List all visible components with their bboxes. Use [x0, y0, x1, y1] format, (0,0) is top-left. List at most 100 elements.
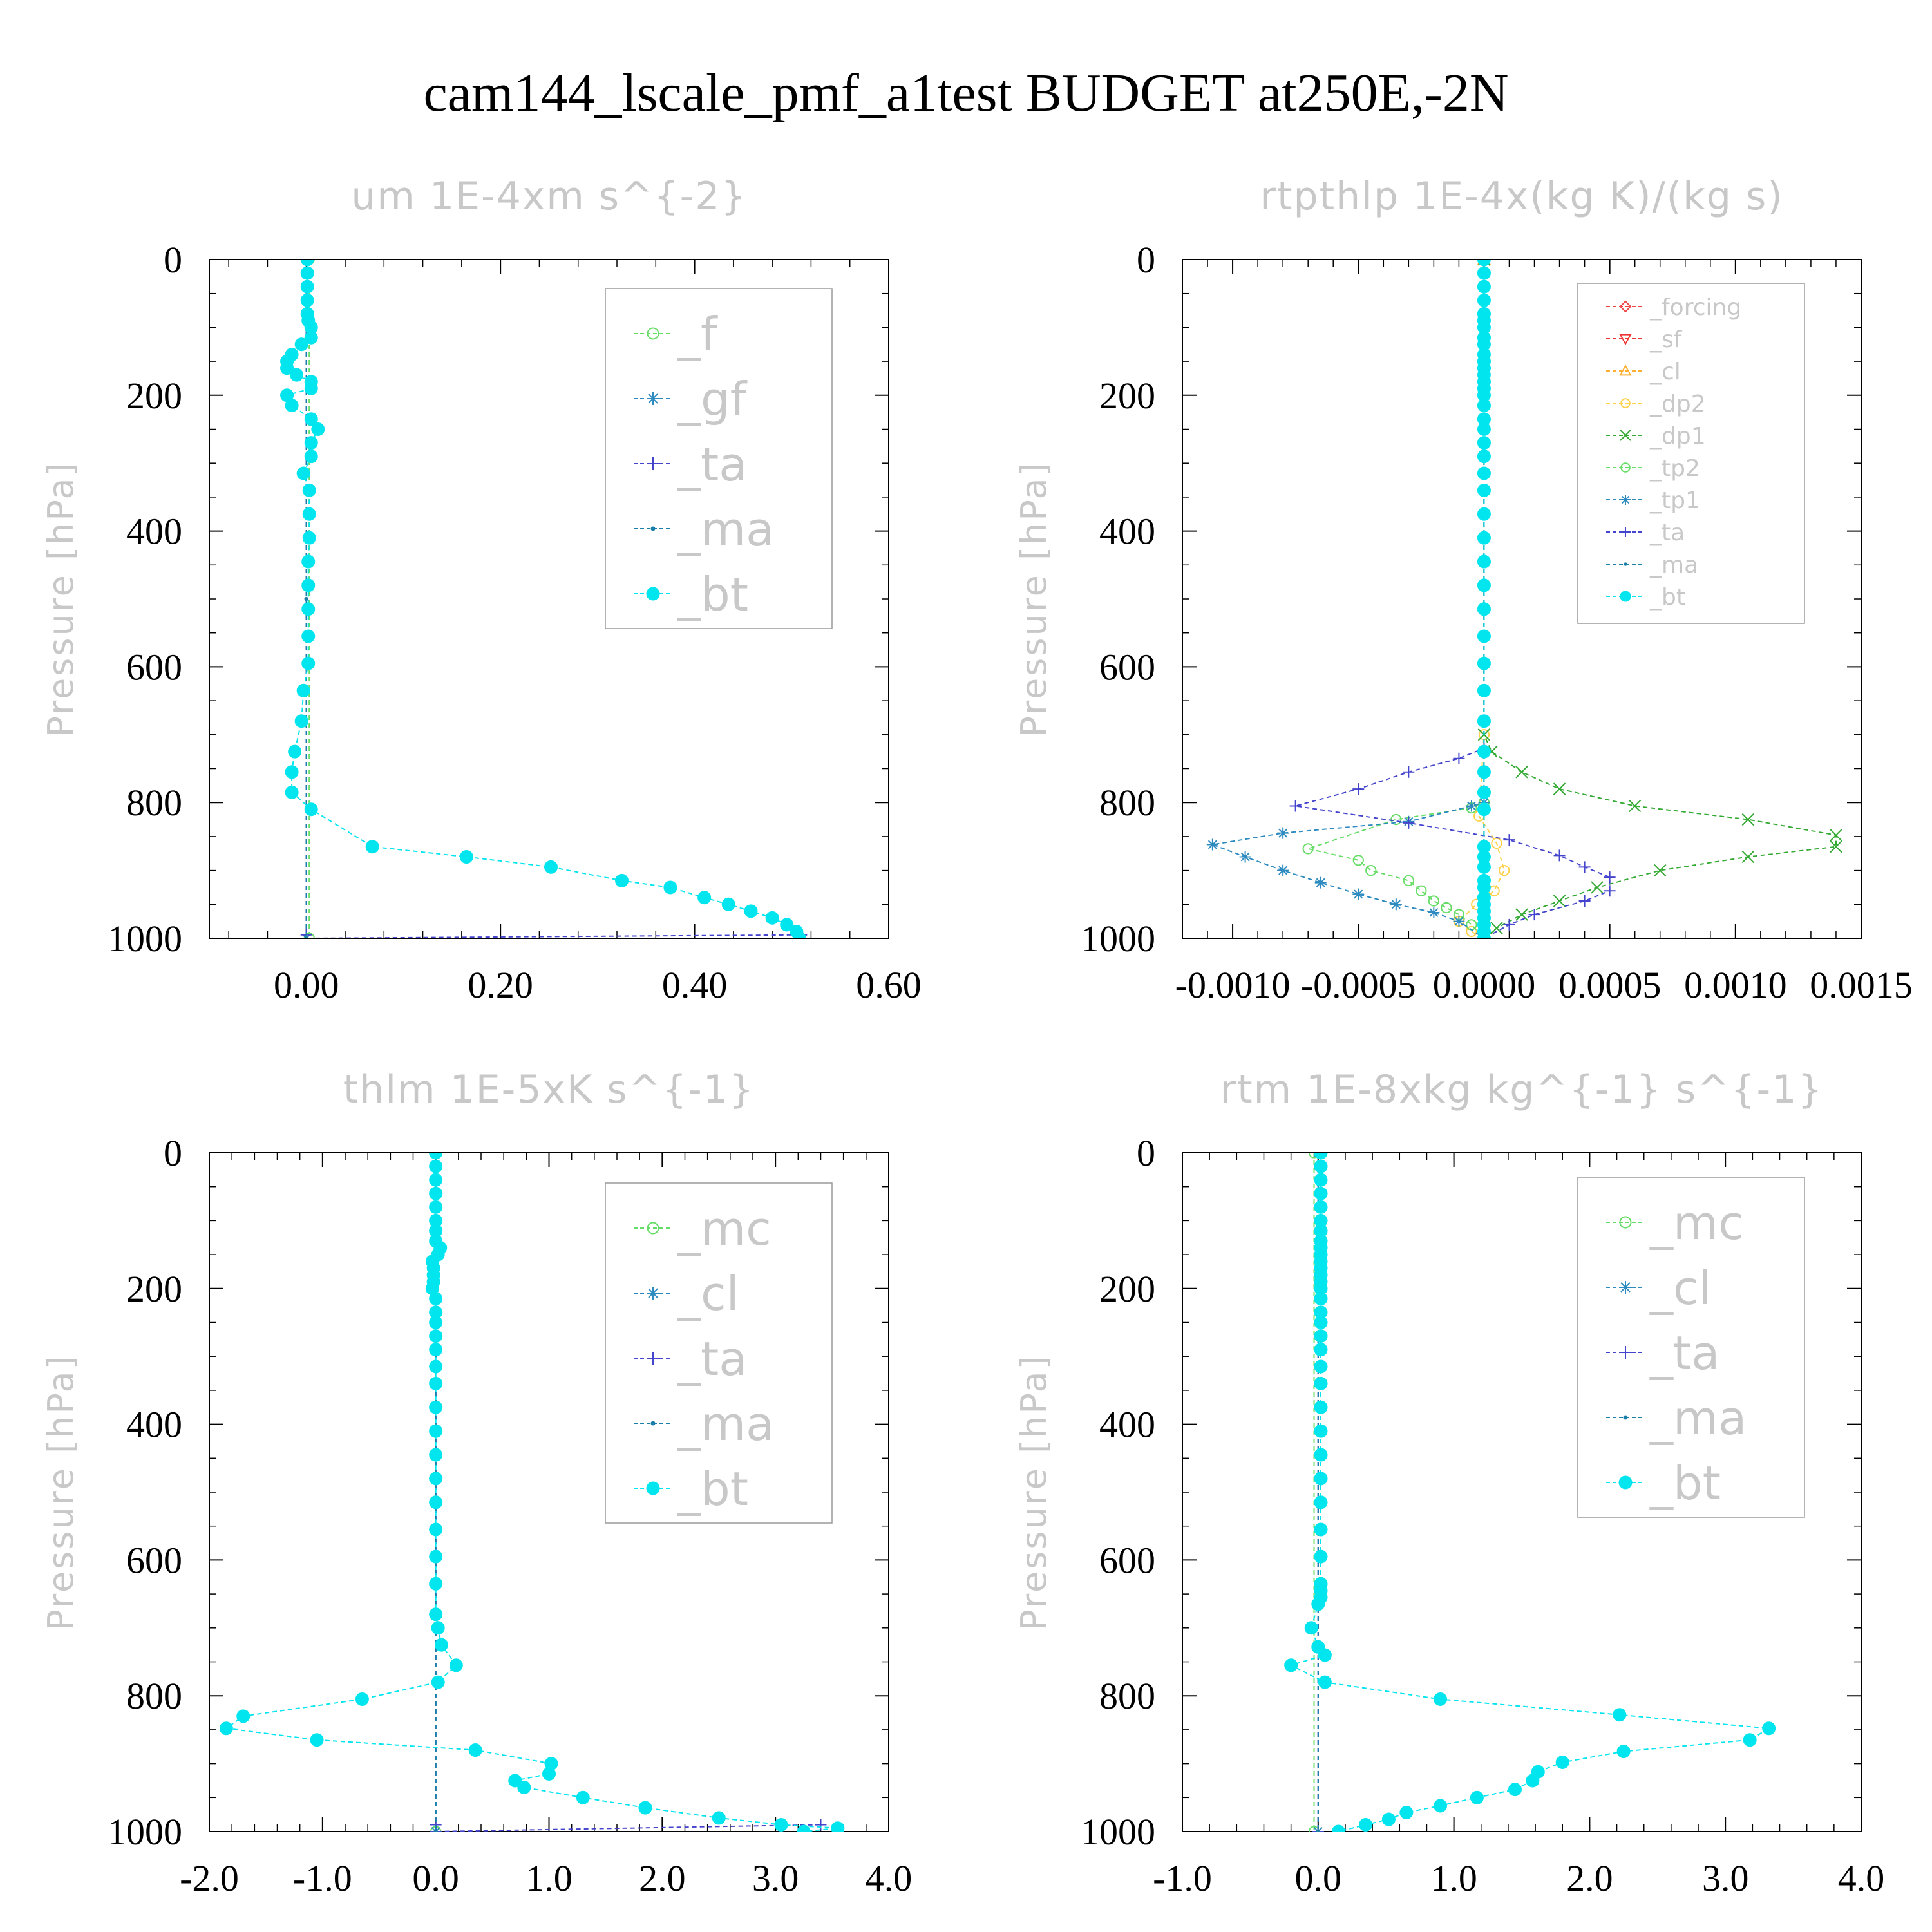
data-point — [429, 1376, 443, 1390]
legend-label: _ta — [1649, 1326, 1719, 1380]
data-point — [301, 656, 316, 670]
legend-label: _dp2 — [1649, 391, 1706, 417]
data-point — [429, 1400, 443, 1414]
data-point — [744, 904, 758, 918]
y-tick-label: 600 — [1099, 646, 1155, 688]
legend-label: _ma — [1649, 552, 1698, 578]
y-tick-label: 800 — [126, 1675, 182, 1717]
data-point — [721, 897, 735, 911]
data-point — [1616, 1745, 1631, 1759]
x-tick-label: -1.0 — [1153, 1857, 1212, 1899]
series-line — [1209, 260, 1485, 938]
data-point — [697, 891, 712, 905]
data-point — [1314, 1376, 1328, 1390]
data-point — [615, 873, 629, 887]
data-point — [1403, 817, 1415, 829]
data-point — [765, 911, 779, 925]
x-tick-label: 2.0 — [639, 1857, 686, 1899]
plot-frame — [209, 259, 889, 939]
data-point — [429, 1186, 443, 1200]
data-point — [1628, 799, 1642, 813]
data-point — [1314, 1359, 1328, 1374]
data-point — [1308, 1826, 1320, 1832]
series-group — [219, 1153, 845, 1832]
y-tick-label: 400 — [126, 1404, 182, 1446]
legend-label: _mc — [677, 1202, 772, 1256]
x-tick-label: 1.0 — [526, 1857, 573, 1899]
legend-marker — [1619, 364, 1632, 376]
x-tick-label: 1.0 — [1430, 1857, 1477, 1899]
legend-label: _dp1 — [1649, 423, 1706, 450]
legend-label: _ta — [1649, 520, 1685, 546]
data-point — [1314, 1200, 1328, 1214]
x-tick-label: -0.0005 — [1301, 964, 1416, 1006]
data-point — [1477, 860, 1491, 874]
legend-marker — [1619, 1216, 1632, 1229]
panel-thlm: thlm 1E-5xK s^{-1} Pressure [hPa] 0 200 400 6… — [41, 1067, 912, 1899]
data-point — [1477, 260, 1491, 267]
y-tick-label: 1000 — [1081, 918, 1155, 960]
legend-marker — [646, 1481, 660, 1495]
data-point — [429, 1343, 443, 1357]
data-point — [1555, 1755, 1569, 1769]
series-line — [1457, 260, 1505, 938]
data-point — [355, 1692, 369, 1706]
legend-marker — [1618, 1475, 1633, 1490]
data-point — [1277, 827, 1289, 839]
data-point — [1477, 422, 1491, 436]
data-point — [1314, 1400, 1328, 1414]
data-point — [1830, 829, 1842, 842]
y-tick-label: 0 — [1137, 239, 1155, 281]
data-point — [1314, 1186, 1328, 1200]
data-point — [1441, 902, 1452, 914]
data-point — [1578, 861, 1591, 873]
data-point — [1399, 1805, 1414, 1819]
data-point — [1503, 834, 1515, 846]
data-point — [1477, 744, 1491, 759]
data-point — [1515, 766, 1528, 779]
data-point — [1352, 855, 1364, 866]
data-point — [304, 381, 318, 395]
legend-marker — [650, 1421, 656, 1426]
data-point — [1830, 840, 1842, 853]
data-point — [1311, 1597, 1325, 1611]
data-point — [1477, 656, 1491, 670]
legend-label: _ma — [1649, 1391, 1747, 1445]
y-axis-label: Pressure [hPa] — [1014, 460, 1054, 737]
data-point — [797, 1824, 811, 1832]
data-point — [302, 531, 316, 545]
data-point — [429, 1159, 443, 1173]
data-point — [1365, 864, 1377, 876]
data-point — [285, 765, 299, 779]
data-point — [1318, 1648, 1332, 1662]
data-point — [285, 399, 299, 413]
data-point — [1381, 1812, 1396, 1826]
data-point — [1390, 898, 1402, 911]
data-point — [1277, 864, 1289, 876]
x-tick-label: 0.20 — [468, 964, 533, 1006]
data-point — [304, 436, 318, 450]
y-tick-label: 1000 — [1081, 1811, 1155, 1853]
data-point — [280, 361, 294, 375]
data-point — [1466, 925, 1477, 938]
data-point — [1403, 766, 1415, 778]
legend-marker — [646, 587, 660, 601]
y-tick-label: 400 — [1099, 1404, 1155, 1446]
x-tick-label: 0.0005 — [1558, 964, 1662, 1006]
y-axis-label: Pressure [hPa] — [1014, 1354, 1054, 1630]
x-tick-label: 0.00 — [274, 964, 339, 1006]
data-point — [431, 1621, 445, 1635]
x-tick-label: 0.0 — [412, 1857, 459, 1899]
x-tick-label: 4.0 — [866, 1857, 913, 1899]
data-point — [429, 1495, 443, 1510]
series-group — [280, 260, 808, 938]
legend-label: _ma — [677, 502, 774, 556]
y-tick-label: 200 — [1099, 1268, 1155, 1310]
data-point — [300, 279, 314, 294]
data-point — [815, 1819, 827, 1831]
data-point — [301, 629, 316, 643]
legend-marker — [1620, 430, 1631, 441]
data-point — [831, 1821, 845, 1832]
y-tick-label: 800 — [1099, 1675, 1155, 1717]
legend-marker — [1620, 527, 1631, 537]
